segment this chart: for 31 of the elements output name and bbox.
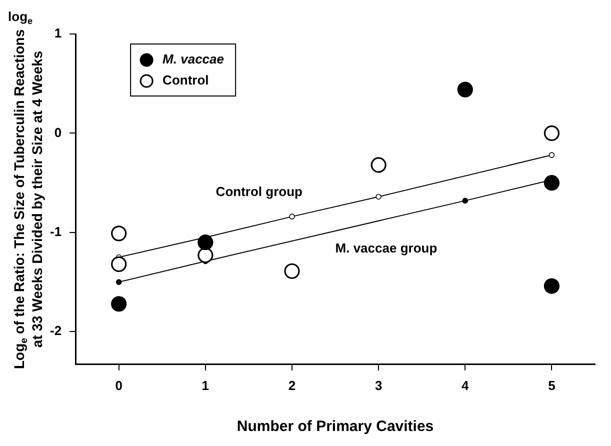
point bbox=[457, 82, 473, 98]
legend-label: M. vaccae bbox=[162, 52, 224, 67]
point bbox=[462, 198, 468, 204]
point bbox=[111, 226, 127, 242]
annotation: M. vaccae group bbox=[335, 240, 438, 256]
x-tick-label: 0 bbox=[115, 378, 122, 393]
x-tick-label: 4 bbox=[462, 378, 470, 393]
point bbox=[548, 152, 555, 158]
y-tick-label: 0 bbox=[54, 124, 62, 140]
point bbox=[116, 279, 122, 285]
x-axis-title: Number of Primary Cavities bbox=[236, 418, 434, 436]
x-tick-label: 3 bbox=[374, 378, 382, 393]
point bbox=[544, 175, 560, 191]
annotation: Control group bbox=[216, 184, 303, 200]
legend-label: Control bbox=[162, 72, 209, 88]
y-tick-label: -1 bbox=[50, 224, 62, 240]
point bbox=[198, 234, 214, 250]
y-tick-label: -2 bbox=[50, 323, 62, 338]
point bbox=[376, 194, 382, 200]
point bbox=[111, 256, 127, 272]
point bbox=[289, 214, 295, 220]
point bbox=[544, 278, 560, 294]
point bbox=[544, 125, 560, 142]
point bbox=[284, 263, 300, 279]
point bbox=[370, 157, 386, 173]
x-tick-label: 2 bbox=[288, 378, 296, 393]
point bbox=[111, 296, 127, 312]
x-tick-label: 1 bbox=[202, 378, 210, 393]
x-tick-label: 5 bbox=[548, 378, 556, 393]
point bbox=[198, 247, 214, 264]
y-tick-label: 1 bbox=[54, 26, 62, 41]
